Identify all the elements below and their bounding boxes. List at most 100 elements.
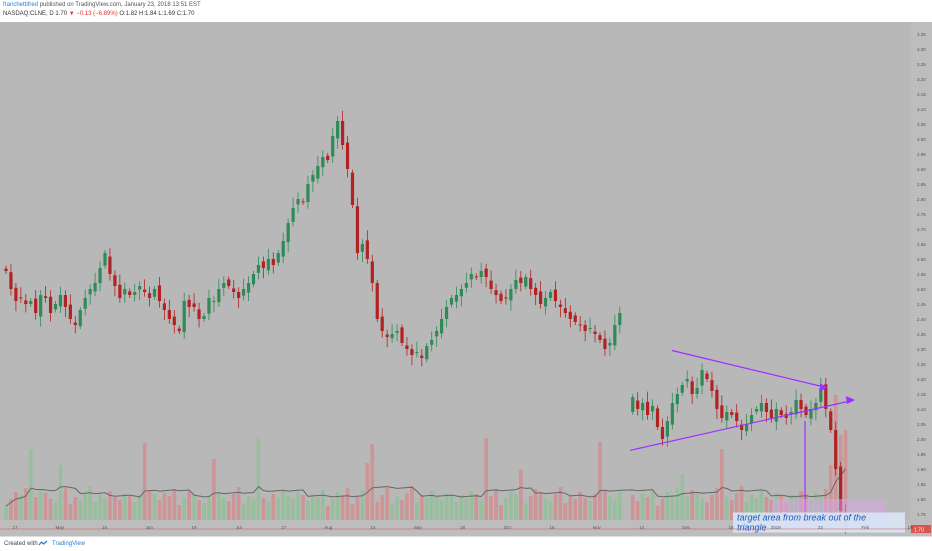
candle-body [405, 345, 409, 349]
time-tick-label: Nov [593, 525, 602, 530]
volume-bar [454, 502, 459, 520]
candle-body [143, 289, 147, 292]
time-tick-label: Sep [414, 525, 423, 530]
candle-body [740, 424, 744, 430]
candle-body [553, 289, 558, 301]
arrowhead-icon [820, 383, 828, 392]
candle-body [749, 415, 754, 423]
volume-bar [734, 493, 739, 520]
price-tick-label: 3.35 [917, 32, 926, 37]
volume-bar [103, 498, 107, 520]
triangle-lower-line[interactable] [629, 400, 849, 451]
candle-body [251, 274, 256, 285]
candle-body [73, 322, 77, 325]
candle-body [440, 319, 444, 334]
volume-bar [38, 490, 43, 520]
volume-bar [588, 501, 592, 520]
volume-bar [286, 496, 290, 520]
candle-body [710, 380, 714, 391]
volume-bar [182, 498, 186, 520]
candle-body [725, 412, 729, 421]
candle-body [88, 289, 92, 295]
volume-bar [630, 495, 635, 520]
candle-body [68, 304, 72, 319]
candle-body [415, 352, 419, 353]
candle-body [217, 289, 221, 303]
candle-body [675, 394, 679, 405]
candle-body [558, 304, 562, 307]
candle-body [715, 389, 719, 409]
time-tick-label: 16 [549, 525, 555, 530]
price-tick-label: 2.05 [917, 422, 926, 427]
candle-body [618, 313, 622, 325]
candle-body [543, 298, 548, 307]
candle-body [365, 240, 369, 259]
triangle-upper-line[interactable] [671, 349, 823, 388]
volume-bar [424, 498, 429, 520]
candle-body [29, 301, 33, 304]
volume-bar [690, 490, 694, 520]
candle-body [834, 430, 838, 469]
candle-body [207, 298, 211, 314]
candle-body [177, 328, 181, 331]
price-tick-label: 2.80 [917, 197, 926, 202]
time-tick-label: 18 [460, 525, 466, 530]
candle-body [824, 384, 828, 409]
candle-body [246, 283, 251, 293]
time-axis-background [0, 520, 910, 536]
volume-bar [533, 489, 538, 520]
volume-bar [365, 463, 370, 520]
volume-bar [73, 497, 78, 520]
candle-body [646, 401, 650, 415]
candle-body [839, 466, 843, 511]
price-chart[interactable]: target area from break out of thetriangl… [0, 22, 932, 536]
candle-body [690, 381, 694, 394]
volume-bar [618, 492, 622, 520]
candle-body [430, 340, 434, 345]
volume-bar [573, 499, 578, 520]
volume-bar [474, 494, 479, 520]
author-link[interactable]: franchettifred [3, 2, 39, 8]
time-tick-label: 13 [639, 525, 645, 530]
price-tick-label: 1.75 [917, 512, 926, 517]
volume-bar [187, 491, 191, 520]
candle-body [539, 291, 543, 304]
volume-bar [142, 443, 147, 520]
volume-bar [147, 491, 152, 520]
volume-bar [410, 486, 414, 520]
time-tick-label: Dec [682, 525, 691, 530]
time-tick-label: 22 [818, 525, 824, 530]
time-tick-label: 18 [728, 525, 734, 530]
brand-link[interactable]: TradingView [52, 541, 86, 547]
candle-body [641, 403, 645, 411]
candle-body [603, 338, 607, 349]
candle-body [256, 265, 261, 273]
volume-bar [266, 501, 271, 520]
candle-body [764, 403, 768, 412]
volume-bar [118, 500, 122, 520]
volume-bar [749, 495, 754, 520]
candle-body [759, 403, 764, 412]
candle-body [147, 293, 152, 298]
chart-background [0, 22, 910, 520]
volume-bar [434, 497, 439, 520]
candle-body [685, 379, 689, 382]
volume-bar [494, 489, 498, 520]
candle-body [316, 166, 320, 179]
candle-body [469, 274, 473, 280]
volume-bar [675, 488, 680, 520]
volume-bar [340, 495, 345, 520]
candle-body [167, 310, 171, 319]
volume-bar [583, 498, 587, 520]
candle-body [449, 298, 454, 305]
current-price-label: 1.70 [914, 528, 924, 534]
time-tick-label: 14 [370, 525, 376, 530]
candle-body [665, 421, 669, 437]
volume-bar [449, 496, 454, 520]
volume-bar [764, 497, 769, 520]
candle-body [9, 272, 13, 289]
candle-body [484, 268, 488, 277]
candle-body [341, 121, 345, 145]
candle-body [296, 199, 300, 205]
time-tick-label: May [55, 525, 64, 530]
